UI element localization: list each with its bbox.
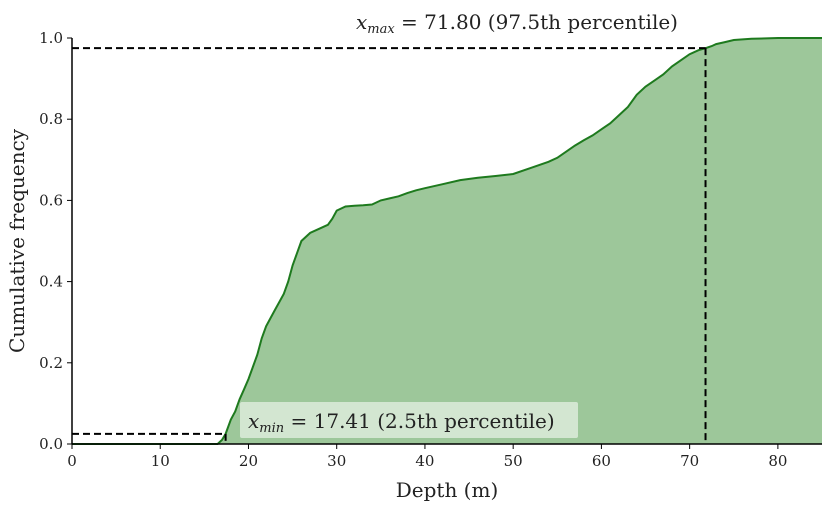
x-tick-label: 70 bbox=[680, 452, 699, 470]
xmax-annotation: xmax = 71.80 (97.5th percentile) bbox=[356, 10, 678, 37]
x-tick-label: 20 bbox=[239, 452, 258, 470]
cdf-area bbox=[72, 38, 822, 444]
x-axis-label: Depth (m) bbox=[396, 478, 499, 502]
xmin-annotation-text: = 17.41 (2.5th percentile) bbox=[284, 409, 555, 433]
x-tick-label: 10 bbox=[151, 452, 170, 470]
y-axis-label: Cumulative frequency bbox=[5, 128, 29, 353]
y-tick-label: 0.0 bbox=[39, 435, 63, 453]
y-tick-label: 0.6 bbox=[39, 191, 63, 209]
x-tick-label: 80 bbox=[768, 452, 787, 470]
axes: 0 10 20 30 40 50 60 70 80 0.0 0.2 0.4 0.6 0.8 1.0 bbox=[39, 29, 822, 470]
y-tick-label: 1.0 bbox=[39, 29, 63, 47]
x-tick-label: 50 bbox=[504, 452, 523, 470]
y-tick-label: 0.4 bbox=[39, 273, 63, 291]
x-tick-label: 60 bbox=[592, 452, 611, 470]
xmin-annotation-var: x bbox=[248, 409, 259, 433]
x-tick-label: 40 bbox=[415, 452, 434, 470]
xmax-annotation-var: x bbox=[356, 10, 367, 34]
xmax-annotation-text: = 71.80 (97.5th percentile) bbox=[395, 10, 678, 34]
xmin-annotation-box bbox=[240, 402, 578, 438]
xmin-annotation: xmin = 17.41 (2.5th percentile) bbox=[248, 409, 555, 436]
y-tick-label: 0.2 bbox=[39, 354, 63, 372]
cdf-line bbox=[72, 37, 822, 445]
xmax-annotation-sub: max bbox=[367, 22, 395, 37]
x-tick-label: 30 bbox=[327, 452, 346, 470]
xmin-annotation-sub: min bbox=[259, 421, 284, 436]
y-tick-label: 0.8 bbox=[39, 110, 63, 128]
plot-area bbox=[72, 37, 822, 445]
x-tick-label: 0 bbox=[67, 452, 77, 470]
